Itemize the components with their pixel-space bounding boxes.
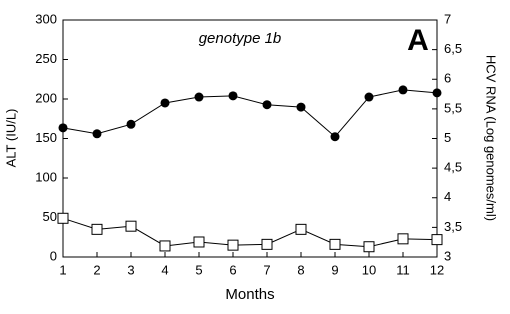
x-tick-label: 2 xyxy=(93,262,100,277)
circle-marker xyxy=(296,102,306,112)
x-axis-label: Months xyxy=(225,286,274,303)
y-tick-label: 100 xyxy=(35,169,57,184)
x-tick-label: 3 xyxy=(127,262,134,277)
circle-marker xyxy=(228,91,238,101)
y2-tick-label: 3,5 xyxy=(444,219,462,234)
square-marker xyxy=(125,220,137,232)
annotation: genotype 1b xyxy=(199,30,282,47)
y-axis-label: ALT (IU/L) xyxy=(3,109,18,168)
y2-tick-label: 5,5 xyxy=(444,100,462,115)
y2-tick-label: 6,5 xyxy=(444,41,462,56)
x-tick-label: 8 xyxy=(297,262,304,277)
circle-marker xyxy=(364,92,374,102)
square-marker xyxy=(159,240,171,252)
circle-marker xyxy=(262,100,272,110)
y2-tick-label: 6 xyxy=(444,71,451,86)
x-tick-label: 11 xyxy=(396,262,410,277)
y-tick-label: 300 xyxy=(35,11,57,26)
y2-tick-label: 3 xyxy=(444,248,451,263)
circle-marker xyxy=(194,92,204,102)
x-tick-label: 5 xyxy=(195,262,202,277)
y2-tick-label: 7 xyxy=(444,11,451,26)
square-marker xyxy=(363,241,375,253)
series-line xyxy=(62,89,438,138)
y-tick-label: 150 xyxy=(35,130,57,145)
circle-marker xyxy=(160,98,170,108)
y2-tick-label: 4,5 xyxy=(444,160,462,175)
y2-axis-label: HCV RNA (Log genomes/ml) xyxy=(484,55,499,221)
y-tick-label: 250 xyxy=(35,51,57,66)
plot-frame xyxy=(62,19,438,258)
circle-marker xyxy=(398,85,408,95)
square-marker xyxy=(295,223,307,235)
square-marker xyxy=(91,223,103,235)
x-tick-label: 7 xyxy=(263,262,270,277)
square-marker xyxy=(397,233,409,245)
circle-marker xyxy=(92,129,102,139)
circle-marker xyxy=(330,132,340,142)
y2-tick-label: 5 xyxy=(444,130,451,145)
x-tick-label: 4 xyxy=(161,262,168,277)
circle-marker xyxy=(432,88,442,98)
x-tick-label: 6 xyxy=(229,262,236,277)
y-tick-label: 0 xyxy=(50,248,57,263)
square-marker xyxy=(261,238,273,250)
square-marker xyxy=(329,238,341,250)
series-line xyxy=(62,217,438,248)
panel-label: A xyxy=(407,24,429,57)
square-marker xyxy=(193,236,205,248)
square-marker xyxy=(431,234,443,246)
y-tick-label: 200 xyxy=(35,90,57,105)
circle-marker xyxy=(58,123,68,133)
x-tick-label: 10 xyxy=(362,262,376,277)
y2-tick-label: 4 xyxy=(444,189,451,204)
x-tick-label: 9 xyxy=(331,262,338,277)
y-tick-label: 50 xyxy=(43,209,57,224)
square-marker xyxy=(227,239,239,251)
x-tick-label: 12 xyxy=(430,262,444,277)
circle-marker xyxy=(126,119,136,129)
square-marker xyxy=(57,212,69,224)
x-tick-label: 1 xyxy=(59,262,66,277)
